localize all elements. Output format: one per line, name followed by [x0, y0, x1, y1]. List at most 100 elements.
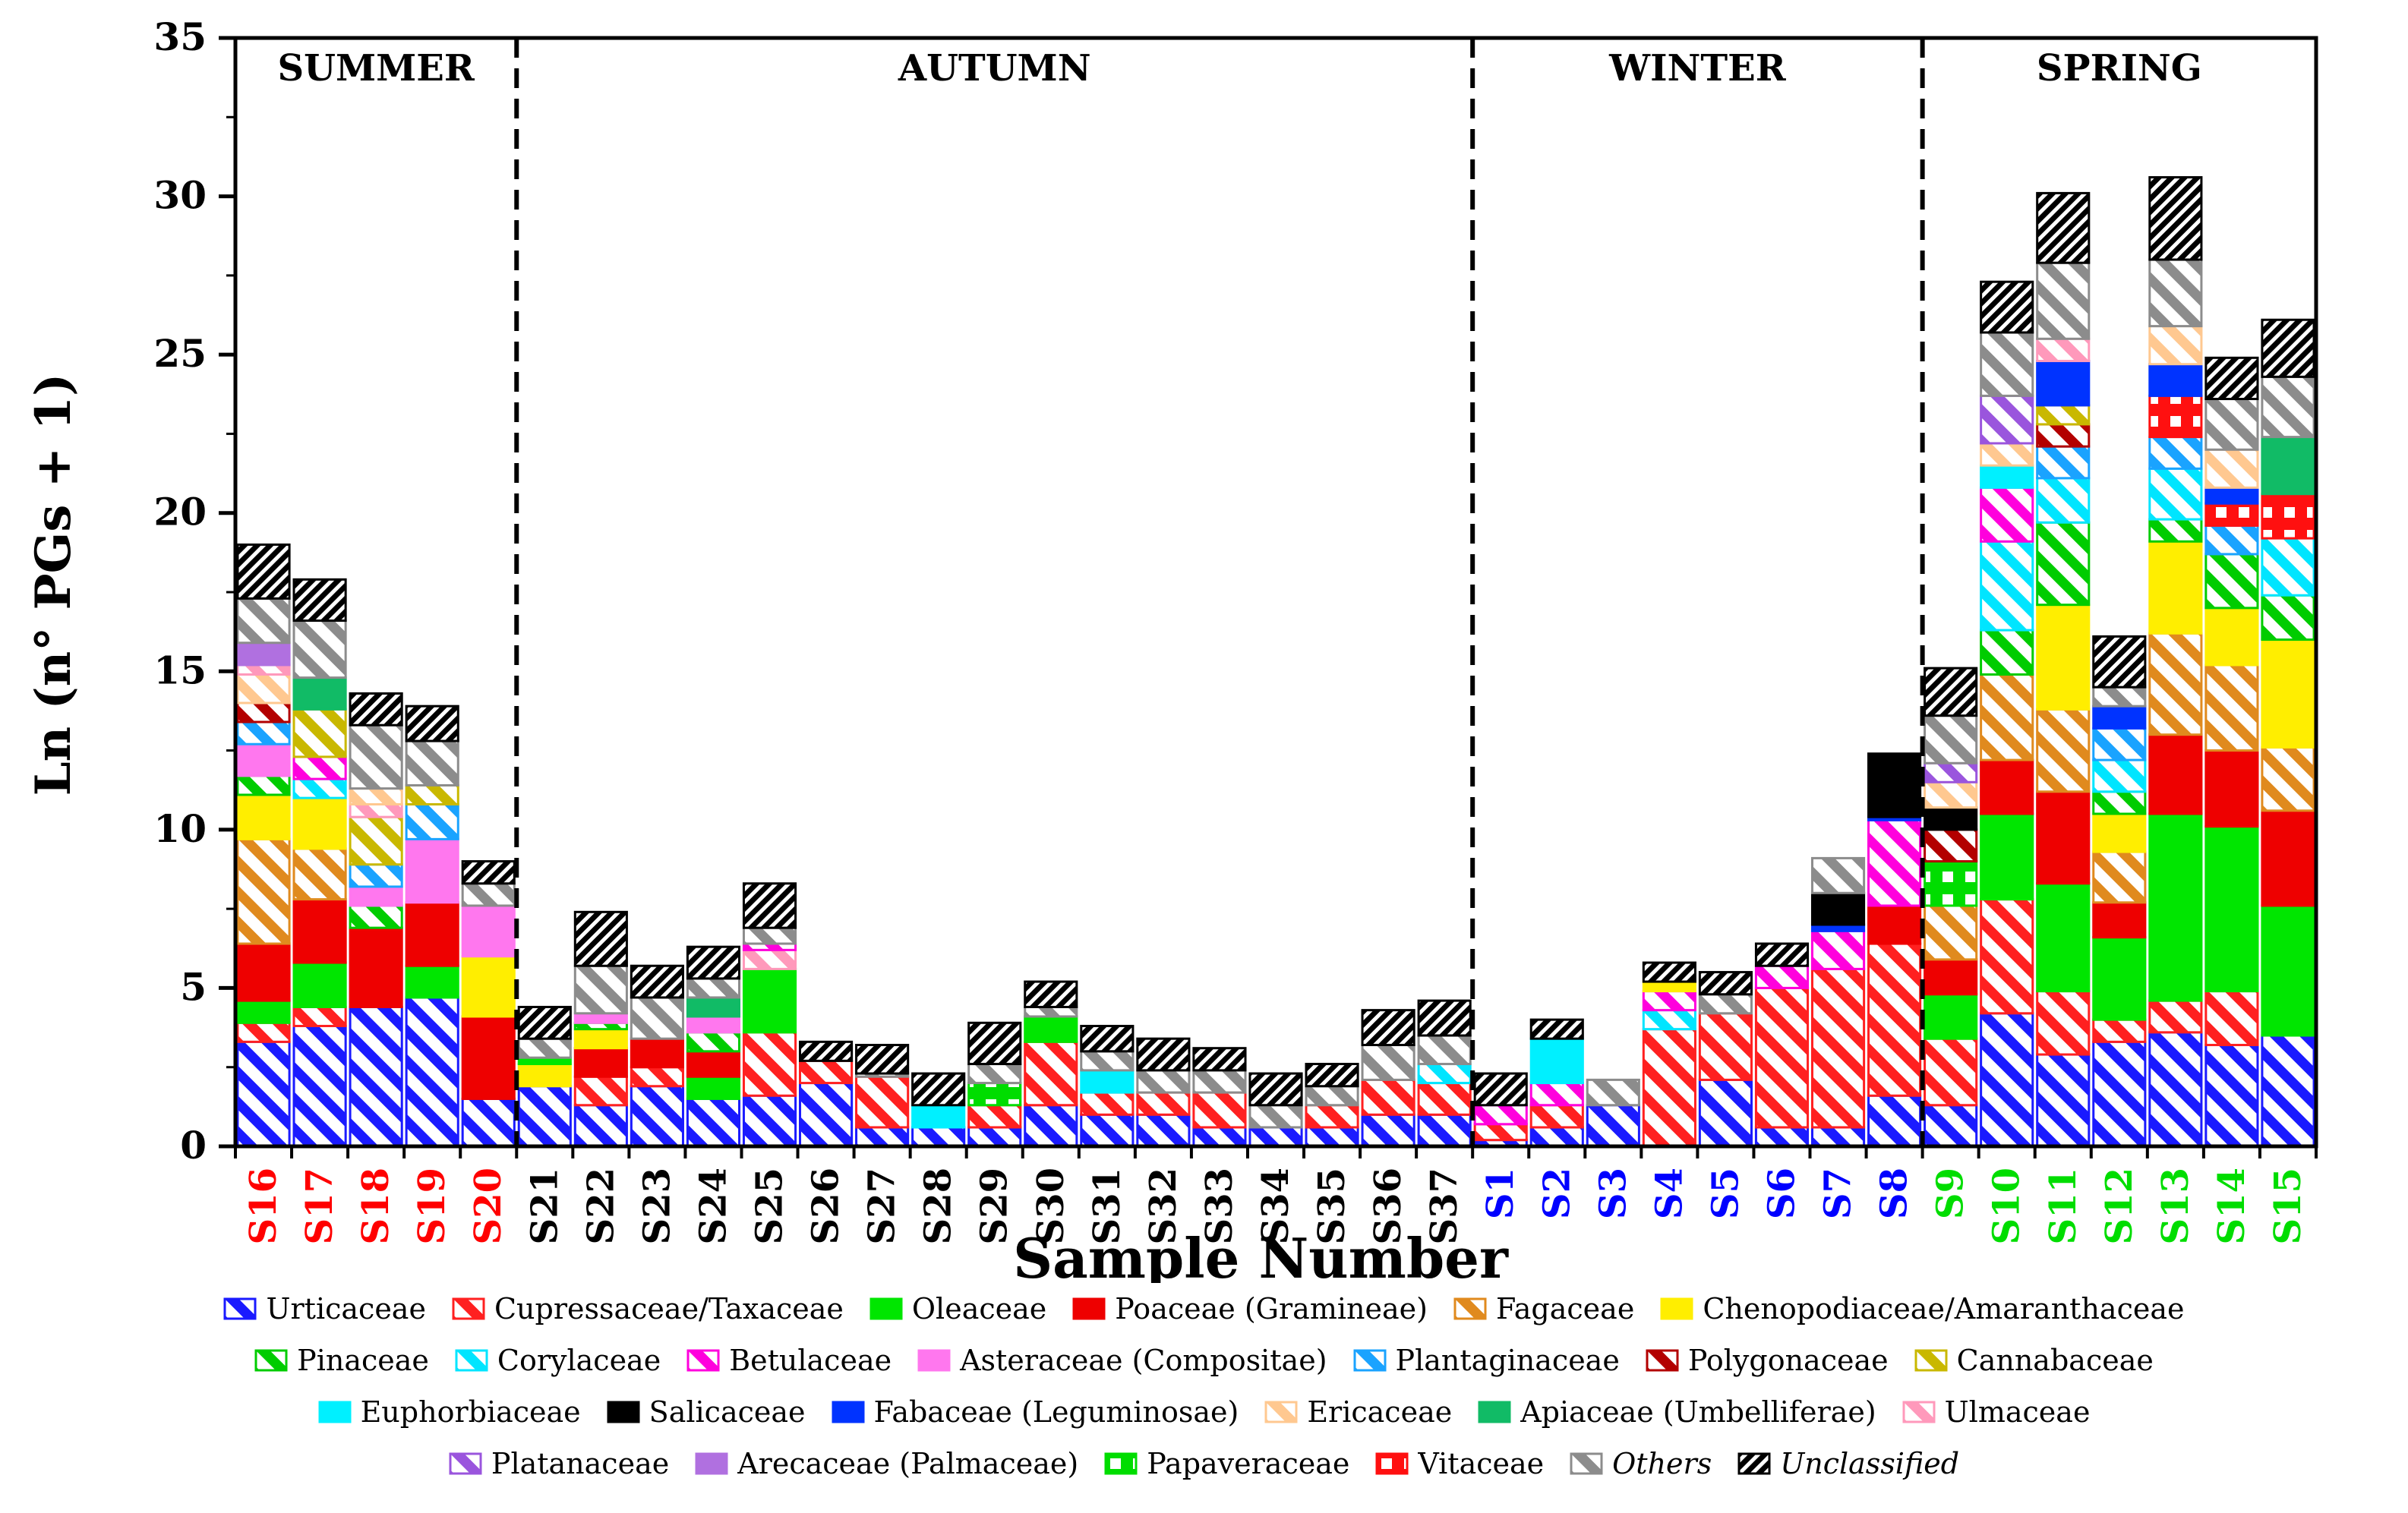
segment-S6-unc: [1754, 942, 1810, 967]
legend-item-eri: Ericaceae: [1264, 1395, 1452, 1429]
segment-S15-cor: [2261, 537, 2315, 597]
bar-S10: [1980, 280, 2034, 1148]
legend-swatch-ulm: [1902, 1401, 1936, 1423]
legend-swatch-oth: [1570, 1452, 1603, 1475]
bar-S30: [1024, 980, 1078, 1148]
segment-S21-unc: [517, 1005, 572, 1040]
segment-S4-cup: [1642, 1028, 1696, 1148]
bar-S7: [1810, 856, 1866, 1148]
segment-S9-poa: [1924, 958, 1978, 996]
segment-S12-pin: [2092, 790, 2147, 815]
x-tick-label: S29: [974, 1168, 1016, 1244]
legend-item-are: Arecaceae (Palmaceae): [695, 1447, 1078, 1480]
segment-S11-oth: [2036, 261, 2091, 340]
segment-S10-ole: [1980, 812, 2034, 901]
segment-S24-poa: [686, 1050, 741, 1078]
segment-S35-urt: [1305, 1126, 1359, 1148]
segment-S26-unc: [799, 1040, 854, 1062]
segment-S31-cup: [1080, 1091, 1135, 1116]
segment-S11-cor: [2036, 477, 2091, 524]
segment-S16-che: [236, 793, 291, 840]
segment-S4-cor: [1642, 1009, 1696, 1031]
segment-S24-ole: [686, 1075, 741, 1100]
x-tick-label: S16: [242, 1168, 285, 1244]
segment-S17-api: [292, 676, 347, 711]
segment-S10-fag: [1980, 673, 2034, 761]
legend-label: Fagaceae: [1495, 1292, 1635, 1325]
segment-S29-urt: [967, 1126, 1022, 1148]
segment-S20-urt: [461, 1097, 516, 1148]
x-tick-label: S11: [2042, 1168, 2085, 1244]
x-tick-label: S18: [355, 1168, 397, 1244]
legend-swatch-are: [695, 1452, 728, 1475]
segment-S23-urt: [630, 1085, 684, 1148]
segment-S14-fab: [2204, 486, 2259, 505]
legend-item-cor: Corylaceae: [455, 1344, 661, 1377]
segment-S4-che: [1642, 980, 1696, 993]
bar-S32: [1136, 1037, 1191, 1148]
legend-item-pta: Platanaceae: [449, 1447, 669, 1480]
segment-S11-pol: [2036, 423, 2091, 448]
segment-S13-che: [2148, 540, 2203, 635]
bar-S14: [2204, 356, 2259, 1148]
bar-S2: [1529, 1018, 1584, 1148]
segment-S9-fag: [1924, 904, 1978, 961]
segment-S31-oth: [1080, 1050, 1135, 1072]
segment-S23-cup: [630, 1066, 684, 1088]
legend-swatch-pap: [1104, 1452, 1138, 1475]
legend-swatch-eri: [1264, 1401, 1298, 1423]
segment-S6-urt: [1754, 1126, 1810, 1148]
segment-S16-fag: [236, 837, 291, 945]
segment-S10-poa: [1980, 758, 2034, 815]
legend-item-fab: Fabaceae (Leguminosae): [832, 1395, 1239, 1429]
legend-item-api: Apiaceae (Umbelliferae): [1478, 1395, 1876, 1429]
bar-S21: [517, 1005, 572, 1148]
bar-S13: [2148, 176, 2203, 1148]
legend-label: Chenopodiaceae/Amaranthaceae: [1703, 1292, 2185, 1325]
segment-S30-ole: [1024, 1015, 1078, 1043]
segment-S11-poa: [2036, 790, 2091, 885]
legend-swatch-ast: [917, 1349, 951, 1372]
x-tick-label: S3: [1592, 1168, 1634, 1219]
segment-S34-oth: [1248, 1104, 1303, 1129]
segment-S16-cup: [236, 1021, 291, 1043]
segment-S14-poa: [2204, 749, 2259, 828]
segment-S11-fab: [2036, 359, 2091, 407]
legend-swatch-fab: [832, 1401, 865, 1423]
bar-S37: [1417, 999, 1472, 1148]
segment-S13-cup: [2148, 999, 2203, 1034]
segment-S3-oth: [1586, 1078, 1640, 1107]
y-tick-label: 30: [153, 173, 207, 218]
segment-S2-bet: [1529, 1082, 1584, 1107]
segment-S19-can: [405, 783, 459, 805]
legend-item-bet: Betulaceae: [686, 1344, 892, 1377]
segment-S11-cup: [2036, 990, 2091, 1056]
bar-S27: [855, 1044, 910, 1148]
segment-S6-bet: [1754, 964, 1810, 989]
segment-S36-urt: [1361, 1113, 1415, 1148]
x-tick-label: S27: [861, 1168, 904, 1244]
legend-swatch-vit: [1375, 1452, 1409, 1475]
legend-label: Betulaceae: [729, 1344, 892, 1377]
x-tick-label: S20: [467, 1168, 510, 1244]
x-tick-label: S22: [579, 1168, 622, 1244]
segment-S5-urt: [1698, 1078, 1753, 1148]
segment-S7-bet: [1810, 929, 1866, 970]
legend-row: Urticaceae Cupressaceae/Taxaceae Oleaceae P…: [0, 1283, 2408, 1335]
x-tick-label: S32: [1142, 1168, 1185, 1244]
segment-S16-unc: [236, 543, 291, 600]
segment-S30-oth: [1024, 1005, 1078, 1018]
x-tick-label: S23: [636, 1168, 678, 1244]
segment-S16-ast: [236, 742, 291, 777]
bar-S24: [686, 945, 741, 1148]
legend-swatch-eup: [318, 1401, 352, 1423]
bar-S1: [1473, 1072, 1528, 1148]
segment-S6-cup: [1754, 986, 1810, 1129]
segment-S14-ole: [2204, 825, 2259, 993]
season-label: SUMMER: [278, 47, 475, 90]
x-tick-label: S24: [692, 1168, 734, 1244]
legend-item-cup: Cupressaceae/Taxaceae: [452, 1292, 844, 1325]
x-tick-label: S21: [523, 1168, 566, 1244]
x-tick-label: S25: [749, 1168, 791, 1244]
legend-item-urt: Urticaceae: [223, 1292, 426, 1325]
